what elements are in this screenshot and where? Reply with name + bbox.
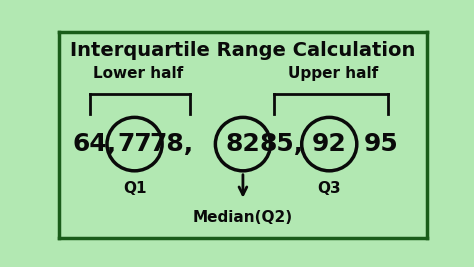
Text: 95: 95 — [363, 132, 398, 156]
Text: 82: 82 — [226, 132, 260, 156]
Text: 78,: 78, — [149, 132, 193, 156]
Text: 64,: 64, — [72, 132, 116, 156]
Text: Q3: Q3 — [318, 181, 341, 196]
Text: Interquartile Range Calculation: Interquartile Range Calculation — [70, 41, 416, 60]
Text: Median(Q2): Median(Q2) — [193, 210, 293, 225]
Text: Q1: Q1 — [123, 181, 146, 196]
Text: 85,: 85, — [259, 132, 303, 156]
Text: 77: 77 — [117, 132, 152, 156]
Text: 92: 92 — [312, 132, 346, 156]
Text: Lower half: Lower half — [93, 66, 183, 81]
Text: Upper half: Upper half — [288, 66, 378, 81]
